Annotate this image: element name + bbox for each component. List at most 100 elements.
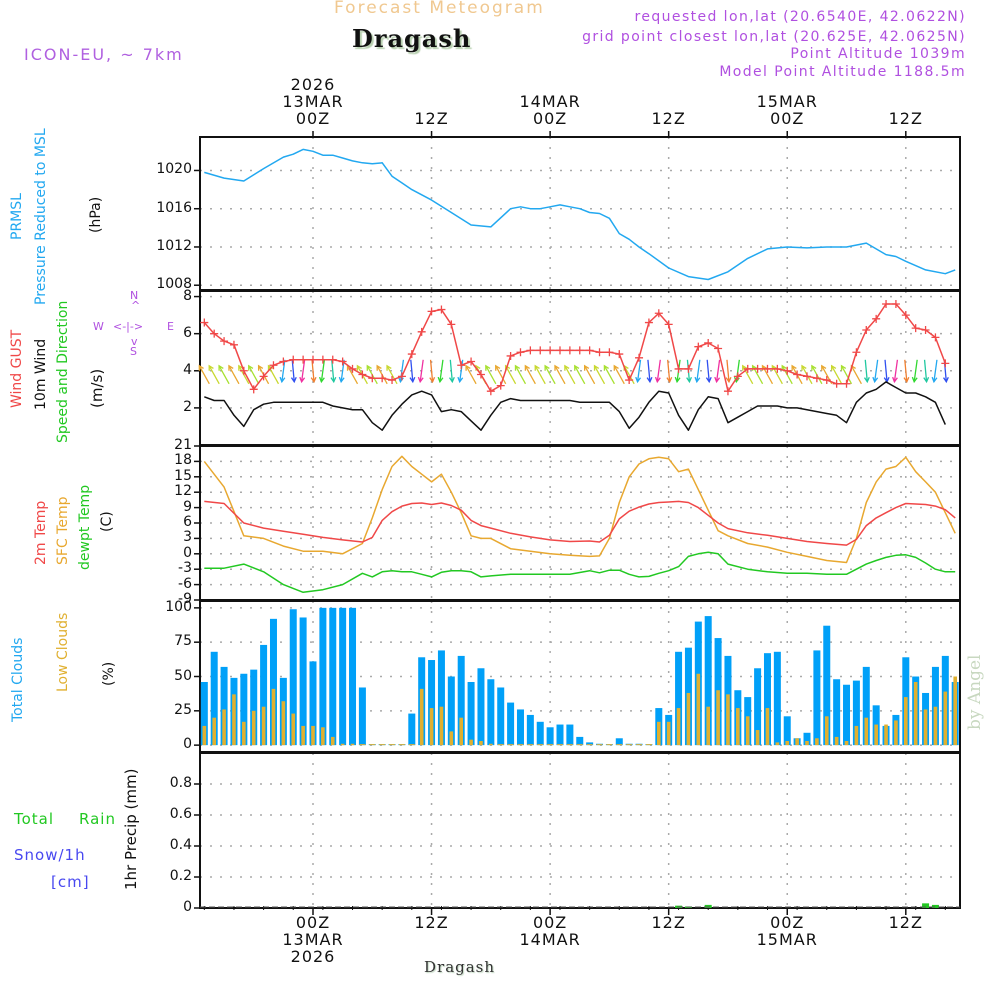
total-cloud-bar [349,607,357,746]
gust-marker [664,320,673,329]
gust-marker [259,372,268,381]
wind-arrow [459,359,464,382]
temp-2m-line [204,500,956,546]
wind-arrow-head [238,364,244,371]
bottom-time-label: 12Z [888,913,923,932]
wind-arrow-head [386,364,392,371]
gust-marker [753,364,762,373]
wind-arrow [593,365,606,385]
low-cloud-bar [815,738,819,746]
total-cloud-bar [240,673,248,746]
y-tick-label: 75 [174,633,192,650]
wind-arrow [706,359,710,382]
total-cloud-bar [763,653,771,746]
gust-marker [476,370,485,379]
wind-arrow-head [931,376,938,384]
gust-marker [358,370,367,379]
gust-marker [556,346,564,355]
low-cloud-bar [222,709,226,746]
wind-arrow-head [791,364,797,371]
total-cloud-bar [576,736,584,746]
low-cloud-bar [943,691,948,746]
wind-arrow-head [248,364,254,371]
wind-arrow-head [429,376,436,384]
gust-marker [210,329,219,338]
wind-arrow [300,359,306,382]
wind-arrow-head [208,364,214,371]
total-rain-label-1: Total [14,810,55,828]
y-tick-label: 1012 [156,237,192,254]
wind-arrow-head [942,376,949,384]
wind-arrow [913,359,918,382]
gust-marker [625,376,634,385]
model-label: ICON-EU, ~ 7km [24,45,184,64]
wind-arrow [208,365,220,385]
low-cloud-bar [666,721,671,746]
wind-arrow-head [674,376,681,384]
gust-marker [694,342,703,351]
low-cloud-bar [854,725,859,746]
total-cloud-bar [843,684,851,746]
wind-arrow [514,365,527,385]
wind-arrow-head [714,376,721,384]
gust-marker [763,364,772,373]
total-cloud-bar [260,644,268,746]
low-cloud-bar [696,673,701,746]
wind-arrow-head [544,364,550,371]
low-cloud-bar [232,694,236,746]
low-cloud-bar [398,744,405,746]
wind-arrow [864,359,868,382]
total-cloud-bar [546,727,554,746]
wind-arrow-head [742,364,748,371]
snow-label: Snow/1h [14,846,86,864]
low-cloud-bar [745,716,750,746]
wind-arrow-head [840,364,847,371]
wind-arrow [524,365,536,385]
wind-arrow-head [892,376,898,384]
low-cloud-bar [795,738,799,746]
wind-arrow-head [318,376,325,384]
compass-cross: <-|-> [113,320,144,333]
gust-marker [803,372,811,381]
wind-arrow [831,365,843,385]
gust-marker [931,333,940,342]
wind-arrow-head [437,376,444,384]
total-cloud-bar [566,724,574,746]
gust-marker [496,381,505,390]
wind-arrow [893,359,899,382]
wind-arrow-head [457,376,464,384]
compass-arrow-s: v [131,335,138,348]
low-cloud-bar [271,688,276,746]
total-cloud-bar [754,668,762,746]
low-cloud-bar [261,706,266,746]
y-tick-label: -9 [178,591,192,607]
gust-marker [368,374,377,383]
wind-arrow-head [495,364,501,371]
gust-marker [723,387,732,396]
gust-marker [891,299,900,308]
wind-arrow-head [903,376,910,384]
total-cloud-bar [526,714,534,746]
wind-arrow-head [725,376,732,384]
gust-marker [822,376,831,385]
wind-arrow [564,365,576,385]
grid-point-coords: grid point closest lon,lat (20.625E, 42.… [582,29,966,45]
total-cloud-bar [477,668,485,746]
y-tick-label: 18 [174,452,192,469]
low-cloud-bar [359,744,366,746]
y-tick-label: 0 [183,736,192,753]
gust-marker [388,376,397,385]
y-tick-label: 1008 [156,276,192,293]
wind-arrow-head [635,376,642,384]
total-cloud-bar [536,721,544,746]
y-tick-label: 1016 [156,199,192,216]
wind-arrow [281,359,286,382]
gust-marker [299,355,308,364]
point-altitude: Point Altitude 1039m [790,46,966,62]
gust-marker [328,355,337,364]
total-cloud-bar [309,661,317,746]
wind-arrow [340,359,345,382]
wind-arrow-head [801,364,807,371]
bottom-time-label: 12Z [651,913,686,932]
wind-arrow-head [514,364,521,371]
